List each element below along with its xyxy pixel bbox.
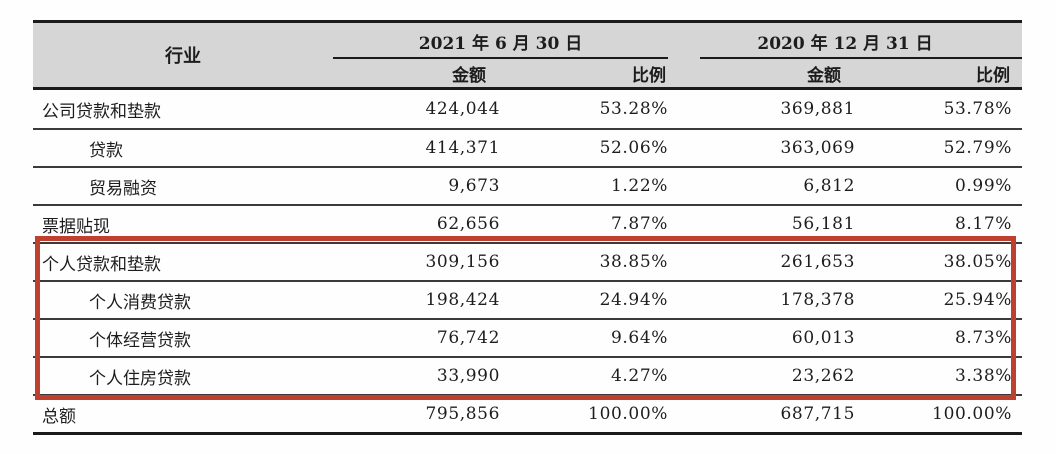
group-label-2021: 2021 年 6 月 30 日 [418, 34, 583, 54]
amount-2020-cell: 6,812 [803, 176, 855, 196]
amount-header-2021: 金额 [452, 65, 486, 86]
ratio-2021-cell: 9.64% [610, 328, 668, 348]
amount-2020-cell: 56,181 [791, 214, 855, 234]
amount-2021-cell: 9,673 [448, 176, 500, 196]
amount-2021-cell: 424,044 [425, 99, 500, 119]
industry-cell: 个人住房贷款 [89, 368, 191, 389]
industry-cell: 总额 [42, 406, 76, 427]
amount-2020-cell: 687,715 [780, 404, 855, 424]
table-row-highlighted: 个人贷款和垫款 309,156 38.85% 261,653 38.05% [33, 242, 1022, 280]
table-row-highlighted: 个人住房贷款 33,990 4.27% 23,262 3.38% [33, 356, 1022, 394]
ratio-2020-cell: 100.00% [932, 404, 1012, 424]
amount-2020-cell: 363,069 [780, 138, 855, 158]
ratio-2020-cell: 8.73% [954, 328, 1012, 348]
amount-2020-cell: 23,262 [791, 366, 855, 386]
table-body: 公司贷款和垫款 424,044 53.28% 369,881 53.78% 贷款… [33, 90, 1022, 435]
amount-2021-cell: 76,742 [436, 328, 500, 348]
subheader-row-2020: 金额 比例 [668, 59, 1022, 87]
industry-cell: 票据贴现 [42, 216, 110, 237]
table-row: 公司贷款和垫款 424,044 53.28% 369,881 53.78% [33, 90, 1022, 128]
industry-cell: 贸易融资 [89, 178, 157, 199]
ratio-2020-cell: 38.05% [943, 252, 1012, 272]
column-group-2021: 2021 年 6 月 30 日 金额 比例 [333, 23, 668, 87]
table-row: 贸易融资 9,673 1.22% 6,812 0.99% [33, 166, 1022, 204]
subheader-row-2021: 金额 比例 [333, 59, 668, 87]
ratio-2021-cell: 100.00% [588, 404, 668, 424]
ratio-2020-cell: 3.38% [954, 366, 1012, 386]
industry-column-header: 行业 [165, 46, 201, 67]
ratio-2020-cell: 52.79% [943, 138, 1012, 158]
ratio-2020-cell: 0.99% [954, 176, 1012, 196]
amount-2020-cell: 261,653 [780, 252, 855, 272]
industry-cell: 个体经营贷款 [89, 330, 191, 351]
ratio-header-2021: 比例 [632, 65, 666, 86]
ratio-2021-cell: 24.94% [599, 290, 668, 310]
ratio-2021-cell: 7.87% [610, 214, 668, 234]
ratio-2020-cell: 53.78% [943, 99, 1012, 119]
column-group-2020: 2020 年 12 月 31 日 金额 比例 [668, 23, 1022, 87]
amount-2021-cell: 309,156 [425, 252, 500, 272]
amount-2020-cell: 178,378 [780, 290, 855, 310]
amount-header-2020: 金额 [807, 65, 841, 86]
amount-2020-cell: 369,881 [780, 99, 855, 119]
industry-cell: 贷款 [89, 140, 123, 161]
table-header: 行业 2021 年 6 月 30 日 金额 比例 2020 年 12 月 31 … [33, 20, 1022, 90]
group-label-2020: 2020 年 12 月 31 日 [757, 34, 933, 54]
industry-cell: 个人消费贷款 [89, 292, 191, 313]
table-row-highlighted: 个体经营贷款 76,742 9.64% 60,013 8.73% [33, 318, 1022, 356]
amount-2021-cell: 414,371 [425, 138, 500, 158]
ratio-header-2020: 比例 [976, 65, 1010, 86]
ratio-2020-cell: 25.94% [943, 290, 1012, 310]
ratio-2021-cell: 1.22% [610, 176, 668, 196]
amount-2021-cell: 795,856 [425, 404, 500, 424]
table-row-total: 总额 795,856 100.00% 687,715 100.00% [33, 394, 1022, 432]
table-row: 票据贴现 62,656 7.87% 56,181 8.17% [33, 204, 1022, 242]
ratio-2020-cell: 8.17% [954, 214, 1012, 234]
loan-breakdown-table: 行业 2021 年 6 月 30 日 金额 比例 2020 年 12 月 31 … [33, 20, 1022, 435]
ratio-2021-cell: 53.28% [599, 99, 668, 119]
table-row-highlighted: 个人消费贷款 198,424 24.94% 178,378 25.94% [33, 280, 1022, 318]
industry-cell: 公司贷款和垫款 [42, 101, 161, 122]
group-underline [700, 57, 1022, 59]
ratio-2021-cell: 52.06% [599, 138, 668, 158]
group-underline [333, 57, 668, 59]
ratio-2021-cell: 4.27% [610, 366, 668, 386]
amount-2021-cell: 33,990 [436, 366, 500, 386]
table-row: 贷款 414,371 52.06% 363,069 52.79% [33, 128, 1022, 166]
ratio-2021-cell: 38.85% [599, 252, 668, 272]
amount-2020-cell: 60,013 [791, 328, 855, 348]
amount-2021-cell: 62,656 [436, 214, 500, 234]
amount-2021-cell: 198,424 [425, 290, 500, 310]
industry-cell: 个人贷款和垫款 [42, 254, 161, 275]
